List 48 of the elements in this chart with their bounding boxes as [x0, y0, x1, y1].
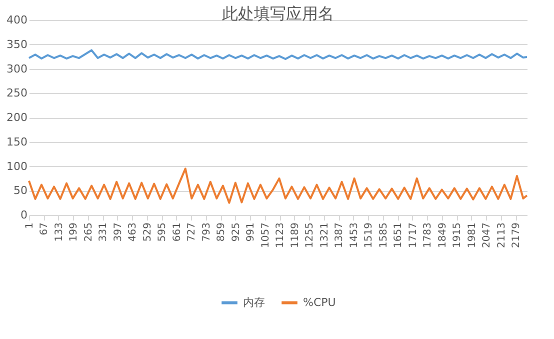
x-tick-label: 1255 — [304, 222, 316, 248]
y-tick-label: 350 — [6, 38, 28, 51]
x-tick-label: 1915 — [452, 222, 464, 248]
chart-title: 此处填写应用名 — [222, 4, 334, 23]
y-tick-label: 300 — [6, 62, 28, 76]
x-tick-label: 397 — [112, 222, 124, 242]
line-series — [28, 49, 528, 60]
y-tick-label: 200 — [6, 111, 28, 124]
x-tick-label: 1057 — [260, 222, 272, 248]
x-tick-label: 1783 — [422, 222, 434, 248]
x-tick-label: 1981 — [466, 222, 478, 248]
y-tick-label: 0 — [20, 208, 28, 222]
legend-label: 内存 — [243, 296, 265, 309]
y-tick-label: 50 — [14, 184, 28, 198]
x-tick-label: 1453 — [348, 222, 360, 248]
x-tick-label: 199 — [68, 222, 80, 242]
line-series — [28, 168, 528, 204]
x-tick-label: 1321 — [319, 222, 330, 248]
x-tick-label: 1651 — [393, 222, 404, 248]
x-tick-label: 661 — [172, 222, 183, 242]
x-tick-label: 1585 — [378, 222, 390, 248]
x-tick-label: 1387 — [334, 222, 346, 248]
y-tick-label: 250 — [6, 86, 28, 100]
legend-label: %CPU — [303, 296, 336, 309]
x-tick-label: 1717 — [408, 222, 419, 248]
x-tick-label: 265 — [83, 222, 94, 242]
x-tick-label: 67 — [39, 222, 50, 236]
x-tick-label: 1123 — [275, 222, 286, 248]
x-tick-label: 793 — [201, 222, 212, 242]
x-tick-label: 1849 — [437, 222, 448, 248]
y-tick-label: 400 — [6, 14, 28, 26]
x-tick-label: 727 — [186, 222, 198, 242]
x-tick-label: 925 — [230, 222, 242, 242]
x-tick-label: 2113 — [496, 222, 508, 248]
y-tick-label: 150 — [6, 135, 28, 148]
x-tick-label: 529 — [142, 222, 154, 242]
x-tick-label: 991 — [246, 222, 257, 242]
x-tick-label: 1519 — [364, 222, 375, 248]
x-tick-label: 331 — [98, 222, 110, 242]
x-tick-label: 859 — [216, 222, 228, 242]
x-tick-label: 2047 — [482, 222, 493, 248]
y-tick-label: 100 — [6, 160, 28, 173]
x-tick-label: 1 — [24, 222, 36, 229]
x-tick-label: 2179 — [511, 222, 522, 248]
x-tick-label: 133 — [54, 222, 65, 242]
x-tick-label: 595 — [157, 222, 168, 242]
x-tick-label: 1189 — [290, 222, 301, 248]
x-tick-label: 463 — [128, 222, 139, 242]
